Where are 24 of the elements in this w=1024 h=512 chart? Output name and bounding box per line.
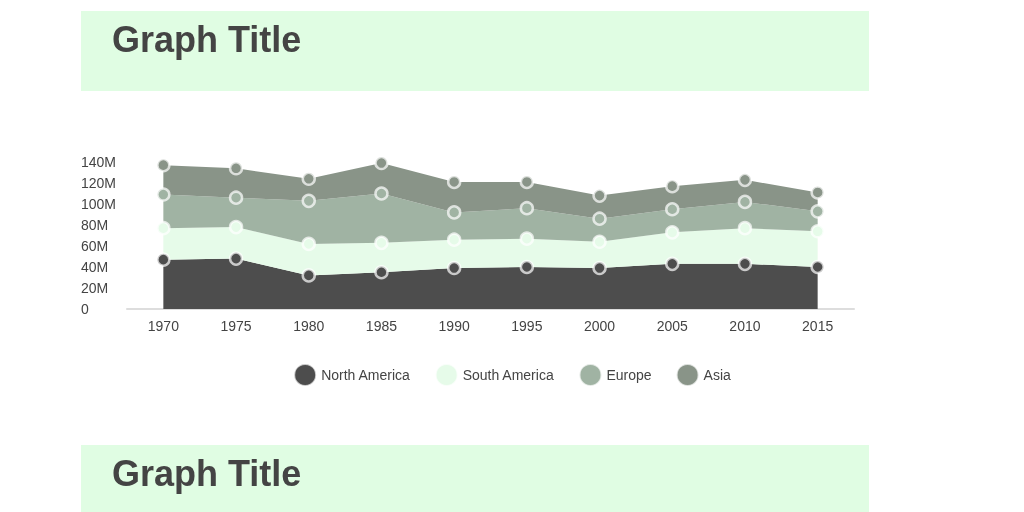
x-tick-label: 2010 (729, 318, 761, 334)
y-tick-label: 120M (81, 175, 117, 191)
x-tick-label: 1990 (438, 318, 470, 334)
text: Graph Title (112, 453, 302, 495)
y-tick-label: 40M (81, 259, 109, 275)
x-tick-label: 2015 (802, 318, 834, 334)
x-tick-label: 1995 (511, 318, 543, 334)
legend-label: Asia (703, 367, 732, 383)
x-tick-label: 1980 (293, 318, 325, 334)
x-tick-label: 1970 (147, 318, 180, 334)
legend-label: South America (462, 367, 554, 383)
chart-title: Graph Title (112, 19, 302, 61)
x-tick-label: 1985 (365, 318, 398, 334)
y-tick-label: 60M (81, 238, 109, 254)
y-tick-label: 140M (81, 154, 117, 170)
x-tick-label: 2005 (656, 318, 689, 334)
y-tick-label: 100M (81, 196, 117, 212)
x-tick-label: 2000 (583, 318, 616, 334)
legend-label: North America (321, 367, 411, 383)
y-tick-label: 0 (81, 301, 89, 317)
y-tick-label: 80M (81, 217, 109, 233)
y-tick-label: 20M (81, 280, 109, 296)
x-tick-label: 1975 (220, 318, 252, 334)
legend-label: Europe (606, 367, 652, 383)
